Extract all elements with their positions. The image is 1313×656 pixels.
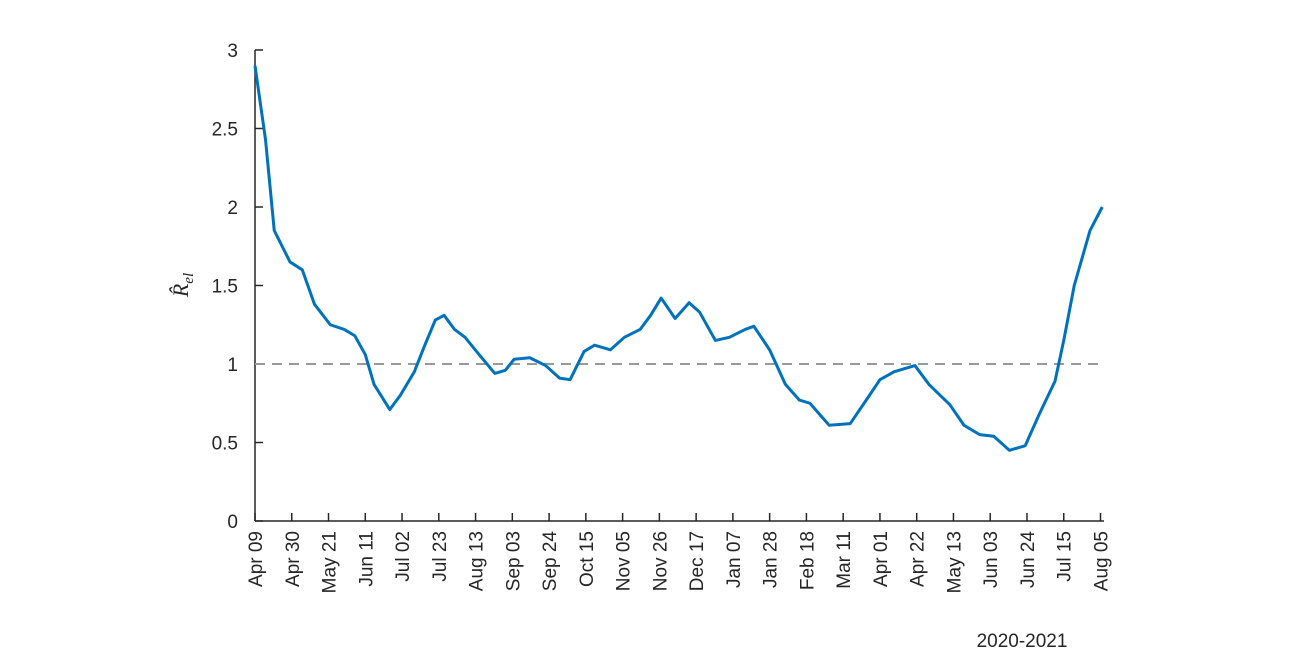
x-tick-label: Jun 11 [356, 531, 377, 587]
x-tick-label: Jan 28 [761, 531, 782, 588]
x-tick-label: Nov 05 [614, 531, 635, 591]
x-tick-label: Apr 30 [283, 531, 304, 587]
y-tick-label: 3 [227, 41, 238, 62]
y-tick-label: 2 [227, 198, 238, 219]
y-label-main: R̂ [168, 283, 193, 298]
x-tick-label: Sep 24 [540, 531, 561, 592]
y-tick-label: 2.5 [212, 120, 238, 141]
x-axis-label: 2020-2021 [977, 631, 1068, 652]
x-tick-label: Apr 01 [871, 531, 892, 587]
data-line [253, 65, 1104, 452]
x-tick-label: Jun 03 [981, 531, 1002, 588]
y-axis-label: R̂el [168, 273, 197, 298]
x-tick-label: Jan 07 [724, 531, 745, 588]
y-label-sub: el [181, 273, 197, 284]
y-tick-label: 1.5 [212, 277, 238, 298]
x-tick-label: Jul 15 [1055, 531, 1076, 582]
x-tick-label: Dec 17 [687, 531, 708, 591]
x-tick-label: Oct 15 [577, 531, 598, 587]
x-tick-label: Nov 26 [650, 531, 671, 591]
x-tick-label: May 13 [944, 531, 965, 593]
y-tick-label: 0 [227, 512, 238, 533]
x-tick-label: May 21 [320, 531, 341, 593]
x-tick-label: Apr 09 [246, 531, 267, 587]
x-tick-label: Apr 22 [908, 531, 929, 587]
x-tick-label: Sep 03 [503, 531, 524, 591]
x-tick-label: Aug 05 [1091, 531, 1112, 591]
y-tick-label: 1 [227, 355, 238, 376]
x-tick-label: Feb 18 [797, 531, 818, 590]
x-tick-label: Jul 02 [393, 531, 414, 582]
x-tick-label: Mar 11 [834, 531, 855, 589]
x-tick-label: Jun 24 [1018, 531, 1039, 588]
y-tick-label: 0.5 [212, 434, 238, 455]
x-tick-label: Jul 23 [430, 531, 451, 582]
x-tick-label: Aug 13 [467, 531, 488, 591]
